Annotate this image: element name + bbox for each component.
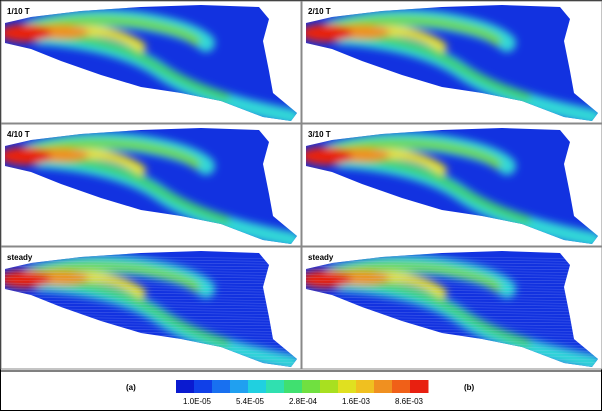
mesh-line — [306, 282, 598, 288]
panel-label: steady — [308, 253, 334, 262]
mesh-line — [306, 299, 598, 305]
mesh-line — [5, 265, 297, 271]
panel-label: 4/10 T — [7, 130, 30, 139]
caption: (b) — [464, 383, 475, 392]
mesh-line — [5, 277, 297, 282]
panel: 2/10 T — [301, 0, 602, 124]
colorbar-swatch — [392, 380, 411, 393]
colorbar-swatch — [302, 380, 321, 393]
colorbar-swatch — [176, 380, 195, 393]
colorbar-swatch — [248, 380, 267, 393]
mesh-line — [306, 285, 598, 291]
mesh-line — [5, 260, 297, 265]
panel: steady — [0, 246, 302, 370]
mesh-line — [5, 274, 297, 279]
mesh-line — [306, 293, 598, 299]
panel: 1/10 T — [0, 0, 302, 124]
colorbar-swatch — [374, 380, 393, 393]
mesh-line — [306, 274, 598, 279]
colorbar: 1.0E-05 5.4E-05 2.8E-04 1.6E-03 8.6E-03 — [176, 380, 429, 406]
colorbar-label: 5.4E-05 — [236, 397, 265, 406]
mesh-line — [5, 299, 297, 305]
caption: (a) — [126, 383, 136, 392]
colorbar-swatch — [320, 380, 339, 393]
mesh-line — [306, 296, 598, 302]
panels: 1/10 T 2/10 T 4/10 T 3/10 T steady steady — [0, 0, 602, 370]
mesh-line — [5, 296, 297, 302]
mesh-line — [5, 279, 297, 285]
panel-label: 2/10 T — [308, 7, 331, 16]
mesh-line — [5, 268, 297, 274]
colorbar-swatch — [230, 380, 249, 393]
panel-label: 3/10 T — [308, 130, 331, 139]
colorbar-swatch — [194, 380, 213, 393]
colorbar-label: 2.8E-04 — [289, 397, 318, 406]
mesh-line — [5, 271, 297, 277]
mesh-line — [306, 271, 598, 277]
colorbar-label: 8.6E-03 — [395, 397, 424, 406]
mesh-line — [306, 268, 598, 274]
panel: 4/10 T — [0, 123, 302, 247]
mesh-line — [5, 291, 297, 296]
mesh-line — [5, 293, 297, 299]
colorbar-swatch — [284, 380, 303, 393]
mesh-line — [5, 282, 297, 288]
mesh-line — [306, 279, 598, 285]
colorbar-swatch — [212, 380, 231, 393]
colorbar-swatch — [356, 380, 375, 393]
mesh-line — [306, 265, 598, 271]
mesh-line — [5, 263, 297, 268]
mesh-line — [306, 277, 598, 282]
colorbar-label: 1.0E-05 — [183, 397, 212, 406]
mesh-line — [306, 288, 598, 293]
panel-label: 1/10 T — [7, 7, 30, 16]
mesh-line — [306, 260, 598, 265]
mesh-line — [5, 285, 297, 291]
mesh-line — [306, 263, 598, 268]
colorbar-label: 1.6E-03 — [342, 397, 371, 406]
panel: steady — [301, 246, 602, 370]
colorbar-swatch — [266, 380, 285, 393]
colorbar-swatch — [410, 380, 429, 393]
mesh-line — [306, 291, 598, 296]
panel: 3/10 T — [301, 123, 602, 247]
panel-label: steady — [7, 253, 33, 262]
colorbar-swatch — [338, 380, 357, 393]
mesh-line — [5, 288, 297, 293]
